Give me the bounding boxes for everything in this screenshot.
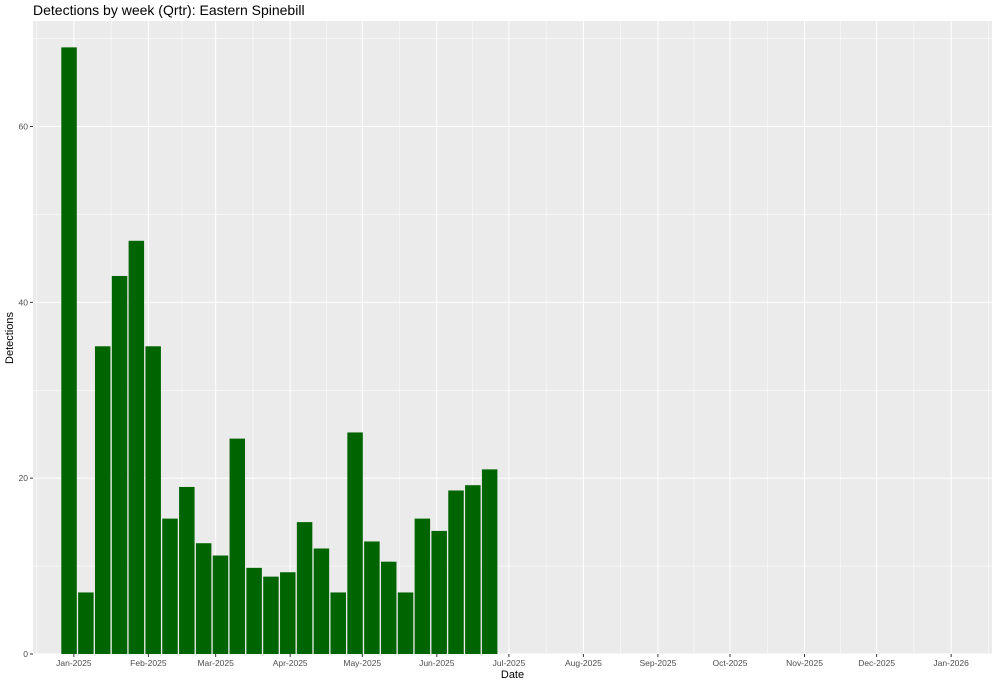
bar: [179, 486, 195, 654]
bar: [448, 490, 464, 654]
x-tick-label: Jan-2025: [56, 658, 92, 668]
x-tick-label: Dec-2025: [858, 658, 895, 668]
x-tick-label: May-2025: [343, 658, 381, 668]
bar: [212, 555, 229, 654]
y-tick-label: 60: [19, 122, 29, 132]
bar: [94, 346, 111, 654]
bars: [61, 47, 498, 654]
major-gridlines: [33, 21, 992, 655]
bar: [313, 548, 330, 654]
bar: [431, 530, 447, 654]
bar: [145, 346, 161, 654]
x-axis-title: Date: [501, 669, 524, 681]
x-tick-label: Aug-2025: [565, 658, 602, 668]
bar: [61, 47, 77, 654]
x-tick-label: Sep-2025: [639, 658, 676, 668]
bar: [229, 438, 246, 654]
y-axis-title: Detections: [4, 312, 16, 364]
bar: [263, 576, 279, 654]
x-tick-label: Apr-2025: [273, 658, 308, 668]
bar: [364, 541, 380, 654]
x-tick-label: Jun-2025: [419, 658, 455, 668]
bar: [380, 561, 397, 654]
chart-title: Detections by week (Qrtr): Eastern Spine…: [33, 2, 305, 18]
x-tick-label: Nov-2025: [786, 658, 823, 668]
y-axis: 0 20 40 60: [19, 122, 33, 659]
x-tick-label: Jul-2025: [493, 658, 526, 668]
bar: [397, 592, 414, 654]
x-axis: Jan-2025 Feb-2025 Mar-2025 Apr-2025 May-2025…: [56, 654, 969, 668]
y-tick-label: 40: [19, 297, 29, 307]
bar: [347, 432, 363, 654]
bar: [78, 592, 94, 654]
bar: [414, 518, 431, 654]
x-tick-label: Oct-2025: [713, 658, 748, 668]
y-tick-label: 20: [19, 473, 29, 483]
bar: [296, 522, 313, 654]
bar: [111, 275, 128, 654]
y-tick-label: 0: [23, 649, 28, 659]
x-tick-label: Feb-2025: [130, 658, 167, 668]
bar: [481, 469, 498, 654]
bar: [162, 518, 178, 654]
bar: [330, 592, 346, 654]
bar: [465, 485, 481, 654]
bar: [128, 240, 145, 654]
bar: [280, 572, 296, 654]
bar: [195, 543, 212, 654]
bar: [246, 567, 262, 654]
x-tick-label: Mar-2025: [197, 658, 234, 668]
x-tick-label: Jan-2026: [933, 658, 969, 668]
